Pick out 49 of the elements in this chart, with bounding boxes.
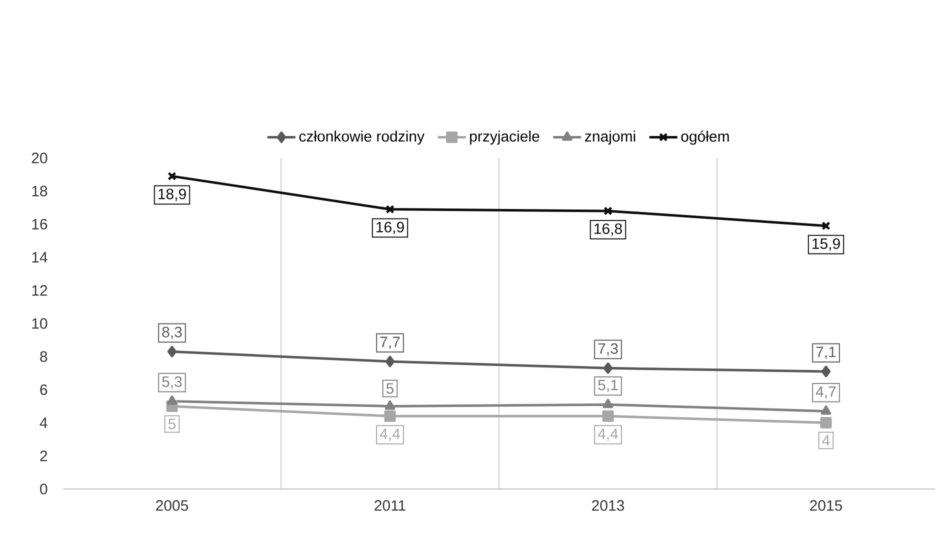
x-tick-label: 2011: [374, 500, 406, 511]
data-label: 5,1: [598, 380, 618, 392]
y-tick-label: 4: [40, 418, 48, 428]
data-label: 4,7: [816, 386, 836, 399]
y-tick-label: 0: [40, 484, 48, 494]
point: [603, 362, 613, 374]
data-label: 4,4: [380, 428, 400, 441]
point: [822, 221, 830, 230]
y-tick-label: 16: [32, 218, 48, 230]
y-tick-label: 6: [40, 384, 48, 395]
data-label: 7,1: [816, 346, 836, 359]
point: [384, 400, 396, 410]
data-label: 16,9: [376, 222, 404, 234]
y-tick-label: 20: [32, 152, 48, 164]
point: [166, 396, 178, 405]
point: [602, 398, 614, 408]
y-tick-label: 14: [32, 252, 48, 262]
data-label: 5,3: [162, 376, 182, 389]
point: [386, 204, 394, 214]
x-tick-label: 2015: [810, 500, 842, 511]
data-label: 8,3: [162, 326, 182, 340]
point: [167, 346, 177, 358]
point: [820, 405, 832, 415]
data-label: 16,8: [594, 223, 622, 236]
data-label: 7,3: [598, 343, 618, 356]
legend-label: ogółem: [681, 130, 729, 145]
data-label: 4,4: [598, 428, 618, 441]
data-label: 5: [168, 418, 176, 430]
point: [820, 417, 832, 429]
y-tick-label: 10: [32, 318, 48, 329]
data-label: 15,9: [812, 238, 840, 251]
legend-label: członkowie rodziny: [299, 130, 424, 145]
y-tick-label: 12: [32, 285, 48, 296]
data-label: 18,9: [158, 188, 186, 202]
legend-label: znajomi: [585, 130, 636, 145]
point: [821, 366, 831, 378]
x-tick-label: 2005: [156, 500, 188, 511]
data-label: 4: [822, 435, 830, 446]
point: [385, 356, 395, 368]
point: [384, 410, 396, 422]
legend-label: przyjaciele: [470, 130, 540, 145]
y-tick-label: 2: [40, 450, 48, 462]
y-tick-label: 8: [40, 351, 48, 362]
point: [602, 410, 614, 422]
y-tick-label: 18: [32, 186, 48, 196]
data-label: 7,7: [380, 336, 400, 350]
x-tick-label: 2013: [592, 500, 624, 511]
point: [604, 206, 612, 216]
data-label: 5: [386, 383, 394, 394]
